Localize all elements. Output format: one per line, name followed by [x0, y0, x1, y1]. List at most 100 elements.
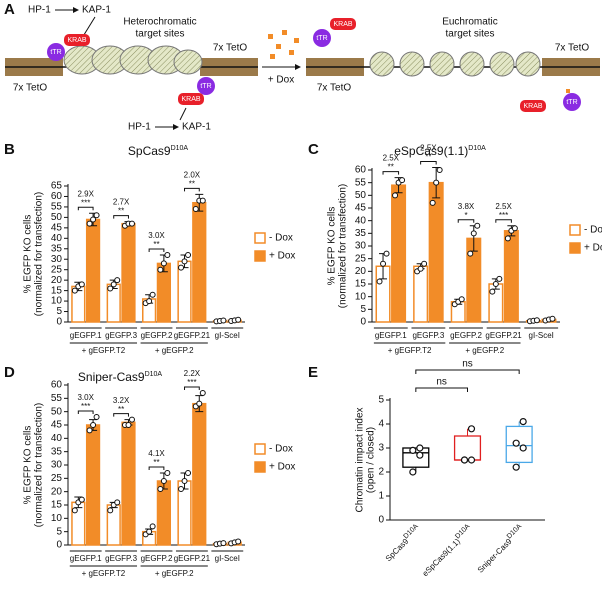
y-tick-label: 10 — [51, 513, 63, 524]
data-point — [416, 451, 424, 459]
label: KAP-1 — [182, 122, 211, 133]
data-point — [492, 281, 499, 287]
fold-label: 2.0X — [184, 170, 201, 179]
bar — [503, 230, 519, 323]
y-tick-label: 25 — [355, 253, 367, 264]
krab — [520, 100, 546, 112]
label: tTR — [50, 49, 61, 56]
y-tick-label: 0 — [56, 317, 62, 328]
data-point — [149, 291, 156, 298]
data-point — [519, 444, 527, 452]
significance: *** — [187, 378, 196, 387]
y-tick-label: 20 — [355, 266, 367, 277]
y-axis-label: (normalized for transfection) — [34, 403, 45, 528]
label: 7x TetO — [317, 83, 351, 94]
bracket — [113, 215, 129, 219]
x-tick-label: gEGFP.3 — [105, 331, 137, 340]
x-tick-label: gEGFP.21 — [485, 331, 522, 340]
data-point — [128, 220, 135, 227]
data-point — [181, 258, 188, 265]
data-point — [399, 177, 406, 184]
y-axis-label: % EGFP KO cells — [23, 215, 34, 294]
nucleosomes — [63, 45, 203, 75]
fold-label: 3.2X — [113, 396, 130, 405]
title-superscript: D10A — [403, 523, 421, 541]
x-tick-label: gEGFP.21 — [174, 331, 211, 340]
data-point — [192, 206, 199, 213]
krab — [64, 34, 90, 46]
box — [453, 435, 482, 461]
krab — [330, 18, 356, 30]
y-tick-label: 55 — [355, 177, 367, 188]
label: tTR — [316, 35, 327, 42]
significance: ** — [189, 179, 195, 188]
bracket — [415, 369, 520, 374]
y-tick-label: 35 — [51, 446, 63, 457]
y-tick-label: 5 — [378, 395, 384, 406]
label: HP-1 — [28, 5, 51, 16]
data-point — [470, 230, 477, 237]
data-point — [417, 265, 424, 272]
group-label: + gEGFP.2 — [465, 346, 504, 355]
data-point — [409, 468, 417, 476]
data-point — [160, 478, 167, 484]
y-tick-label: 30 — [51, 254, 63, 265]
label: tTR — [200, 83, 211, 90]
data-point — [474, 222, 481, 229]
group-label: + gEGFP.T2 — [82, 346, 126, 355]
data-point — [185, 252, 192, 259]
nucleosomes — [369, 51, 541, 77]
data-point — [416, 444, 424, 452]
data-point — [125, 422, 132, 428]
label: HP-1 — [128, 122, 151, 133]
label: 7x TetO — [213, 43, 247, 54]
x-tick-label: gEGFP.21 — [174, 554, 211, 563]
data-point — [90, 216, 97, 223]
data-point — [78, 496, 85, 503]
x-tick-label: gEGFP.2 — [141, 554, 173, 563]
bar — [413, 265, 429, 323]
significance: *** — [81, 402, 90, 411]
significance: ** — [388, 163, 394, 172]
y-tick-label: 0 — [378, 515, 384, 526]
y-tick-label: 15 — [51, 500, 63, 511]
data-point — [93, 212, 100, 219]
fold-label: 4.1X — [148, 449, 165, 458]
bar — [192, 201, 207, 323]
x-tick-label: gI-SceI — [529, 331, 554, 340]
label: target sites — [446, 29, 495, 40]
y-tick-label: 25 — [51, 264, 63, 275]
panel-a: A HP-1 KAP-1 tTR KRAB Heterochromatic ta… — [4, 1, 600, 133]
data-point — [376, 278, 383, 285]
group-label: + gEGFP.T2 — [388, 346, 432, 355]
title: Sniper-Cas9D10A — [475, 523, 527, 575]
data-point — [93, 414, 100, 420]
y-axis-label: % EGFP KO cells — [327, 207, 338, 286]
data-point — [392, 192, 399, 199]
title-superscript: D10A — [145, 371, 163, 378]
y-axis-label: (normalized for transfection) — [34, 192, 45, 317]
data-point — [235, 538, 242, 545]
bar — [85, 218, 101, 323]
bar — [121, 222, 136, 323]
fold-label: 2.9X — [77, 189, 94, 198]
y-tick-label: 10 — [51, 296, 63, 307]
panel-label: E — [308, 364, 318, 381]
y-tick-label: 45 — [355, 203, 367, 214]
y-tick-label: 50 — [51, 406, 63, 417]
connector — [179, 107, 187, 121]
data-point — [496, 275, 503, 282]
data-point — [467, 456, 476, 464]
x-tick-label: gEGFP.3 — [105, 554, 137, 563]
bar — [192, 402, 207, 546]
data-point — [90, 422, 97, 428]
ttr — [563, 93, 581, 111]
fold-label: 2.5X — [420, 144, 437, 153]
data-point — [467, 425, 476, 433]
data-point — [199, 390, 206, 396]
data-point — [512, 463, 520, 471]
y-tick-label: 35 — [355, 228, 367, 239]
bracket — [420, 160, 437, 165]
y-tick-label: 0 — [360, 317, 366, 328]
label: Heterochromatic — [123, 17, 196, 28]
